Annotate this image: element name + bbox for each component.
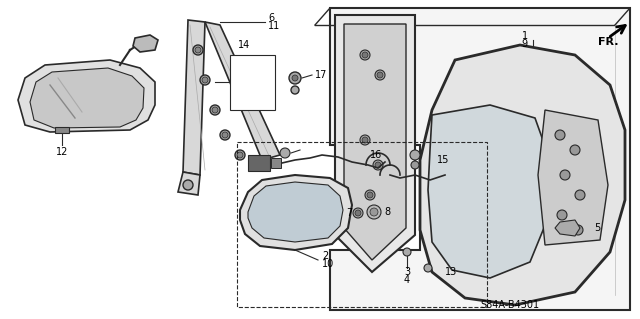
Circle shape bbox=[375, 70, 385, 80]
Text: 11: 11 bbox=[268, 21, 280, 31]
Polygon shape bbox=[205, 22, 280, 160]
Circle shape bbox=[367, 205, 381, 219]
Bar bbox=[271, 158, 281, 168]
Circle shape bbox=[292, 75, 298, 81]
Text: 6: 6 bbox=[268, 13, 274, 23]
Text: 13: 13 bbox=[445, 267, 457, 277]
Text: 7: 7 bbox=[346, 208, 352, 218]
Text: 8: 8 bbox=[384, 207, 390, 217]
Bar bbox=[237, 142, 487, 307]
Polygon shape bbox=[30, 68, 144, 128]
Circle shape bbox=[220, 130, 230, 140]
Circle shape bbox=[424, 264, 432, 272]
Circle shape bbox=[237, 152, 243, 158]
Polygon shape bbox=[335, 15, 415, 272]
Polygon shape bbox=[133, 35, 158, 52]
Circle shape bbox=[555, 130, 565, 140]
Text: 14: 14 bbox=[238, 40, 250, 50]
Polygon shape bbox=[248, 182, 343, 242]
Circle shape bbox=[291, 86, 299, 94]
Circle shape bbox=[200, 75, 210, 85]
Text: 3: 3 bbox=[404, 267, 410, 277]
Text: 9: 9 bbox=[522, 39, 528, 49]
Polygon shape bbox=[178, 172, 200, 195]
Circle shape bbox=[573, 225, 583, 235]
Circle shape bbox=[360, 50, 370, 60]
Polygon shape bbox=[330, 8, 630, 310]
Polygon shape bbox=[183, 20, 205, 175]
Circle shape bbox=[560, 170, 570, 180]
Circle shape bbox=[183, 180, 193, 190]
Circle shape bbox=[362, 137, 368, 143]
Text: 4: 4 bbox=[404, 275, 410, 285]
Circle shape bbox=[365, 190, 375, 200]
Circle shape bbox=[557, 210, 567, 220]
Circle shape bbox=[370, 208, 378, 216]
Polygon shape bbox=[344, 24, 406, 260]
Circle shape bbox=[360, 135, 370, 145]
Circle shape bbox=[373, 160, 383, 170]
Text: 1: 1 bbox=[522, 31, 528, 41]
Polygon shape bbox=[420, 45, 625, 305]
Circle shape bbox=[210, 105, 220, 115]
Text: 15: 15 bbox=[437, 155, 449, 165]
Text: 16: 16 bbox=[370, 150, 382, 160]
Bar bbox=[55, 127, 69, 133]
Circle shape bbox=[362, 52, 368, 58]
Text: 17: 17 bbox=[315, 70, 328, 80]
Circle shape bbox=[410, 150, 420, 160]
Circle shape bbox=[355, 210, 361, 216]
Text: S84A-B4301: S84A-B4301 bbox=[481, 300, 540, 310]
Polygon shape bbox=[555, 220, 580, 236]
Circle shape bbox=[195, 47, 201, 53]
Polygon shape bbox=[428, 105, 550, 278]
Bar bbox=[230, 55, 275, 110]
Text: 10: 10 bbox=[322, 259, 334, 269]
Polygon shape bbox=[538, 110, 608, 245]
Bar bbox=[248, 155, 270, 171]
Polygon shape bbox=[18, 60, 155, 132]
Polygon shape bbox=[240, 175, 352, 250]
Text: 5: 5 bbox=[594, 223, 600, 233]
Circle shape bbox=[411, 161, 419, 169]
Circle shape bbox=[377, 72, 383, 78]
Text: 2: 2 bbox=[322, 251, 328, 261]
Text: FR.: FR. bbox=[598, 37, 618, 47]
Circle shape bbox=[212, 107, 218, 113]
Circle shape bbox=[289, 72, 301, 84]
Circle shape bbox=[570, 145, 580, 155]
Circle shape bbox=[575, 190, 585, 200]
Circle shape bbox=[403, 248, 411, 256]
Circle shape bbox=[280, 148, 290, 158]
Circle shape bbox=[367, 192, 373, 198]
Circle shape bbox=[353, 208, 363, 218]
Circle shape bbox=[222, 132, 228, 138]
Text: 12: 12 bbox=[56, 147, 68, 157]
Circle shape bbox=[235, 150, 245, 160]
Circle shape bbox=[193, 45, 203, 55]
Circle shape bbox=[375, 162, 381, 168]
Circle shape bbox=[202, 77, 208, 83]
